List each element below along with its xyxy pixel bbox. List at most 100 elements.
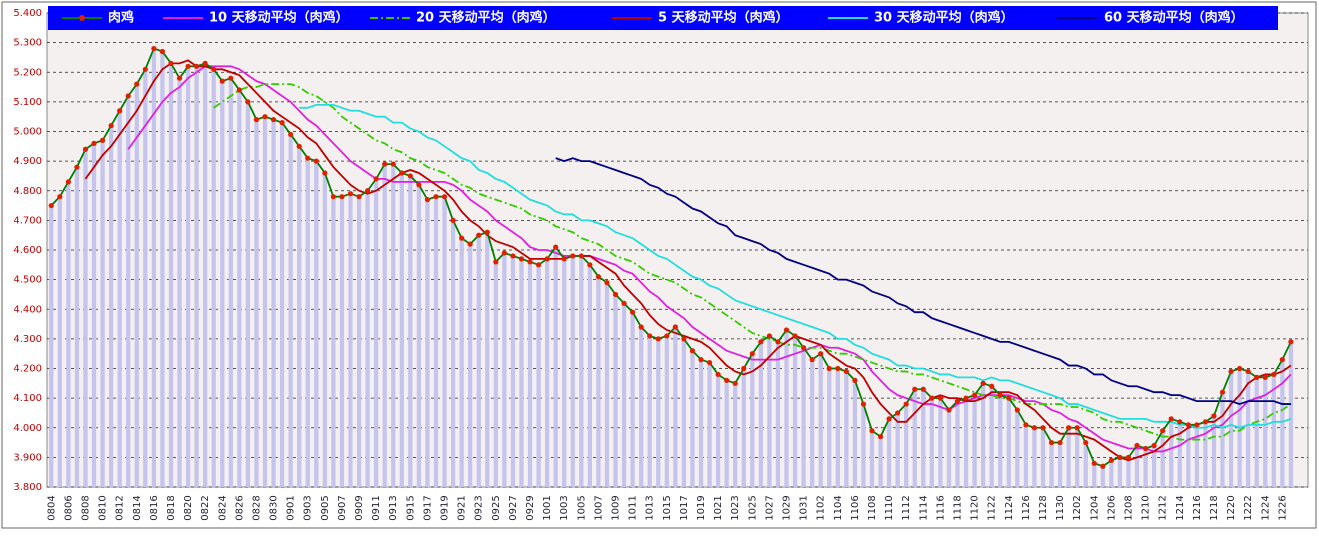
x-tick-label: 1005	[576, 495, 587, 520]
point	[732, 380, 738, 386]
bar	[297, 146, 302, 487]
bar	[1092, 463, 1097, 487]
series-line	[299, 103, 1292, 429]
point	[706, 359, 713, 366]
bar	[912, 389, 917, 487]
point	[57, 194, 63, 200]
bar	[938, 398, 943, 487]
point	[424, 197, 431, 203]
point	[621, 300, 627, 306]
bar	[852, 380, 858, 487]
x-tick-label: 1202	[1072, 495, 1083, 520]
point	[450, 217, 456, 223]
point	[1185, 422, 1191, 428]
bar	[1057, 442, 1063, 487]
bar	[1263, 377, 1268, 487]
point	[963, 395, 969, 401]
series-line	[213, 83, 1292, 441]
bar	[1075, 427, 1080, 487]
point	[416, 182, 422, 188]
point	[758, 339, 764, 345]
point	[647, 333, 653, 339]
point	[595, 274, 602, 280]
bar	[810, 359, 815, 487]
point	[1194, 422, 1200, 428]
point	[749, 351, 755, 357]
point	[1151, 442, 1157, 449]
bar	[117, 110, 122, 487]
x-tick-label: 0913	[388, 495, 399, 520]
point	[689, 348, 696, 354]
bar	[1143, 448, 1148, 487]
point	[570, 253, 576, 259]
bar	[1049, 442, 1054, 487]
bar	[707, 362, 712, 487]
point	[869, 428, 875, 434]
point	[912, 386, 918, 392]
bar	[143, 69, 148, 487]
point	[1168, 416, 1174, 422]
bar	[878, 436, 883, 487]
x-tick-label: 1104	[833, 495, 844, 520]
x-tick-label: 1106	[850, 495, 861, 520]
bar	[108, 125, 114, 487]
bar	[1203, 421, 1208, 487]
point	[270, 117, 277, 123]
x-tick-label: 0911	[371, 495, 382, 520]
point	[91, 140, 97, 146]
y-tick-label: 4.800	[13, 186, 42, 197]
x-tick-label: 0901	[286, 495, 297, 520]
point	[347, 191, 354, 197]
point	[852, 377, 858, 383]
x-tick-label: 1007	[593, 495, 604, 520]
point	[1160, 428, 1166, 434]
bar	[1040, 427, 1046, 487]
x-tick-label: 1204	[1089, 495, 1100, 520]
x-tick-label: 0820	[183, 495, 194, 520]
x-tick-label: 0824	[217, 495, 228, 520]
x-tick-label: 0909	[354, 495, 365, 520]
point	[920, 386, 926, 392]
bar	[237, 90, 242, 488]
legend-label: 10 天移动平均（肉鸡）	[209, 10, 349, 26]
bar	[228, 78, 233, 488]
point	[228, 75, 234, 81]
x-tick-label: 1025	[747, 495, 758, 520]
bar	[1151, 445, 1157, 487]
point	[1211, 413, 1217, 419]
point	[364, 188, 371, 194]
bar	[450, 220, 456, 487]
point	[356, 194, 362, 200]
y-tick-label: 4.000	[13, 423, 42, 434]
point	[211, 66, 217, 72]
bar	[904, 404, 909, 487]
bar	[1134, 445, 1140, 487]
point	[99, 137, 106, 143]
point	[1057, 439, 1063, 446]
x-tick-label: 0929	[525, 495, 536, 520]
bar	[1254, 377, 1259, 487]
point	[159, 48, 166, 55]
x-tick-label: 1015	[662, 495, 673, 520]
bar	[792, 335, 798, 487]
point	[783, 327, 790, 333]
point	[202, 60, 208, 66]
point	[313, 158, 319, 164]
point	[1219, 389, 1226, 395]
point	[1271, 371, 1277, 378]
legend-label: 30 天移动平均（肉鸡）	[874, 10, 1014, 26]
x-tick-label: 1124	[1004, 495, 1015, 520]
bar	[1186, 424, 1191, 487]
bar	[1083, 442, 1088, 487]
bar	[784, 329, 789, 487]
bar	[562, 258, 567, 487]
x-tick-label: 1009	[611, 495, 622, 520]
bar	[536, 264, 541, 487]
y-tick-label: 4.300	[13, 334, 42, 345]
bar	[818, 353, 823, 487]
bar	[1194, 424, 1199, 487]
point	[535, 262, 542, 268]
bar	[1066, 427, 1071, 487]
point	[373, 176, 379, 182]
